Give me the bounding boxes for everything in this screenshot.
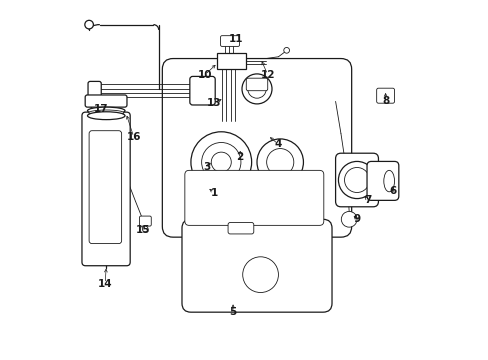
Text: 5: 5 <box>229 307 236 317</box>
Circle shape <box>266 149 293 176</box>
Circle shape <box>283 48 289 53</box>
Circle shape <box>211 152 231 172</box>
FancyBboxPatch shape <box>189 76 215 105</box>
FancyBboxPatch shape <box>88 81 101 100</box>
Circle shape <box>344 167 369 193</box>
Text: 8: 8 <box>381 96 388 107</box>
FancyBboxPatch shape <box>216 53 245 68</box>
Circle shape <box>142 226 148 232</box>
Ellipse shape <box>88 110 123 116</box>
Circle shape <box>257 139 303 185</box>
Text: 6: 6 <box>388 186 396 196</box>
FancyBboxPatch shape <box>227 222 253 234</box>
Text: 16: 16 <box>126 132 141 142</box>
Circle shape <box>341 211 356 227</box>
Circle shape <box>201 143 241 182</box>
Text: 2: 2 <box>236 152 244 162</box>
Text: 17: 17 <box>94 104 109 113</box>
Text: 7: 7 <box>363 195 371 204</box>
FancyBboxPatch shape <box>82 112 130 266</box>
FancyBboxPatch shape <box>335 153 378 207</box>
FancyBboxPatch shape <box>376 88 394 103</box>
FancyBboxPatch shape <box>162 59 351 237</box>
Text: 4: 4 <box>274 139 282 149</box>
FancyBboxPatch shape <box>246 78 267 91</box>
FancyBboxPatch shape <box>220 36 239 46</box>
Text: 12: 12 <box>260 69 274 80</box>
Text: 3: 3 <box>203 162 210 172</box>
FancyBboxPatch shape <box>85 95 127 107</box>
FancyBboxPatch shape <box>89 131 122 244</box>
Ellipse shape <box>87 112 125 120</box>
Text: 13: 13 <box>206 98 221 108</box>
Text: 1: 1 <box>210 188 217 198</box>
FancyBboxPatch shape <box>184 170 323 225</box>
Circle shape <box>247 80 266 98</box>
Ellipse shape <box>87 107 125 114</box>
Circle shape <box>242 74 271 104</box>
FancyBboxPatch shape <box>139 216 151 226</box>
Text: 9: 9 <box>353 214 360 224</box>
Text: 15: 15 <box>135 225 150 235</box>
Circle shape <box>338 161 375 199</box>
Circle shape <box>84 20 93 29</box>
Text: 10: 10 <box>198 69 212 80</box>
Ellipse shape <box>383 170 394 192</box>
Circle shape <box>190 132 251 193</box>
FancyBboxPatch shape <box>182 219 331 312</box>
Circle shape <box>242 257 278 293</box>
Text: 11: 11 <box>228 34 243 44</box>
FancyBboxPatch shape <box>366 161 398 201</box>
Text: 14: 14 <box>98 279 112 289</box>
